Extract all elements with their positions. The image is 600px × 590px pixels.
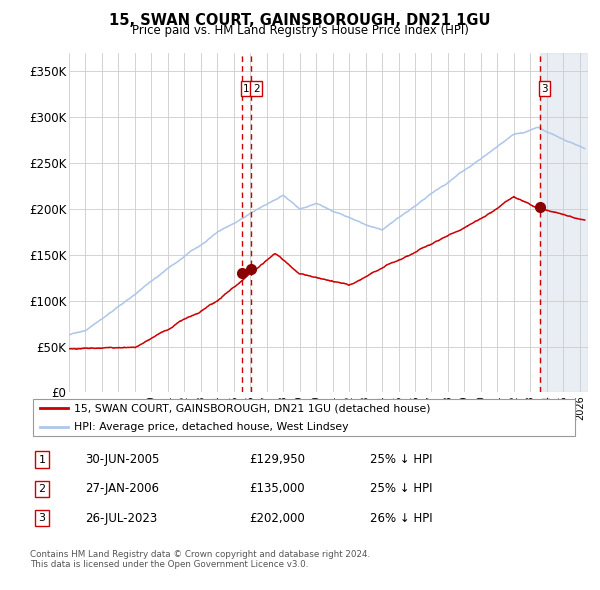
Bar — [539, 53, 588, 392]
Text: 1: 1 — [243, 84, 250, 94]
Text: 2: 2 — [38, 484, 46, 494]
FancyBboxPatch shape — [33, 399, 575, 436]
Text: Contains HM Land Registry data © Crown copyright and database right 2024.
This d: Contains HM Land Registry data © Crown c… — [30, 550, 370, 569]
Text: 1: 1 — [38, 455, 46, 464]
Text: 15, SWAN COURT, GAINSBOROUGH, DN21 1GU (detached house): 15, SWAN COURT, GAINSBOROUGH, DN21 1GU (… — [74, 403, 430, 413]
Text: 25% ↓ HPI: 25% ↓ HPI — [370, 482, 433, 496]
Text: 26-JUL-2023: 26-JUL-2023 — [85, 512, 157, 525]
Text: £202,000: £202,000 — [250, 512, 305, 525]
Text: 3: 3 — [541, 84, 548, 94]
Text: 27-JAN-2006: 27-JAN-2006 — [85, 482, 159, 496]
Text: 2: 2 — [253, 84, 259, 94]
Text: 25% ↓ HPI: 25% ↓ HPI — [370, 453, 433, 466]
Text: 26% ↓ HPI: 26% ↓ HPI — [370, 512, 433, 525]
Text: Price paid vs. HM Land Registry's House Price Index (HPI): Price paid vs. HM Land Registry's House … — [131, 24, 469, 37]
Text: 15, SWAN COURT, GAINSBOROUGH, DN21 1GU: 15, SWAN COURT, GAINSBOROUGH, DN21 1GU — [109, 13, 491, 28]
Text: 3: 3 — [38, 513, 46, 523]
Text: £135,000: £135,000 — [250, 482, 305, 496]
Text: HPI: Average price, detached house, West Lindsey: HPI: Average price, detached house, West… — [74, 422, 349, 432]
Text: 30-JUN-2005: 30-JUN-2005 — [85, 453, 159, 466]
Text: £129,950: £129,950 — [250, 453, 305, 466]
